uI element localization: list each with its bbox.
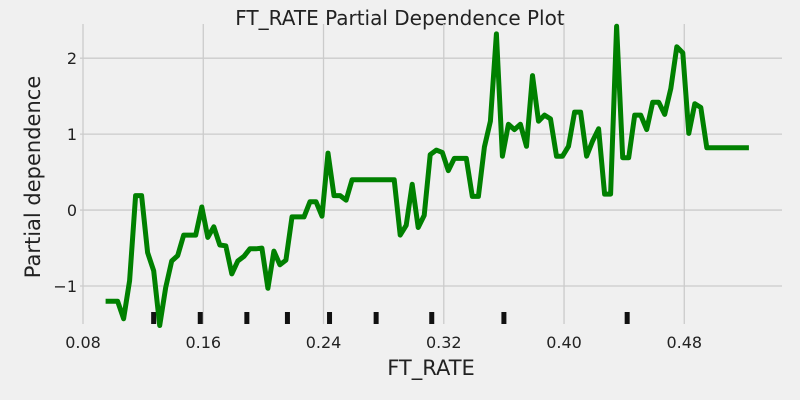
x-tick-label: 0.16: [185, 333, 221, 352]
series-lines: [105, 23, 749, 328]
rug-mark: [501, 312, 507, 324]
x-axis-label: FT_RATE: [387, 356, 475, 381]
rug-mark: [373, 312, 379, 324]
rug-mark: [197, 312, 203, 324]
rug-marks: [151, 312, 630, 324]
y-tick-label: 2: [67, 49, 77, 68]
y-tick-label: 0: [67, 201, 77, 220]
y-axis-label: Partial dependence: [21, 76, 45, 279]
rug-mark: [429, 312, 435, 324]
rug-mark: [327, 312, 333, 324]
x-tick-label: 0.48: [666, 333, 702, 352]
rug-mark: [624, 312, 630, 324]
series-line-0: [105, 23, 749, 328]
y-tick-labels: −1 0 1 2: [53, 49, 77, 296]
x-tick-label: 0.08: [65, 333, 101, 352]
x-tick-label: 0.32: [426, 333, 462, 352]
rug-mark: [151, 312, 157, 324]
x-tick-label: 0.24: [306, 333, 342, 352]
y-tick-label: −1: [53, 277, 77, 296]
x-tick-label: 0.40: [546, 333, 582, 352]
grid-lines: [80, 24, 782, 324]
rug-mark: [244, 312, 250, 324]
x-tick-labels: 0.08 0.16 0.24 0.32 0.40 0.48: [65, 333, 702, 352]
y-tick-label: 1: [67, 125, 77, 144]
chart-title: FT_RATE Partial Dependence Plot: [235, 6, 565, 30]
rug-mark: [284, 312, 290, 324]
